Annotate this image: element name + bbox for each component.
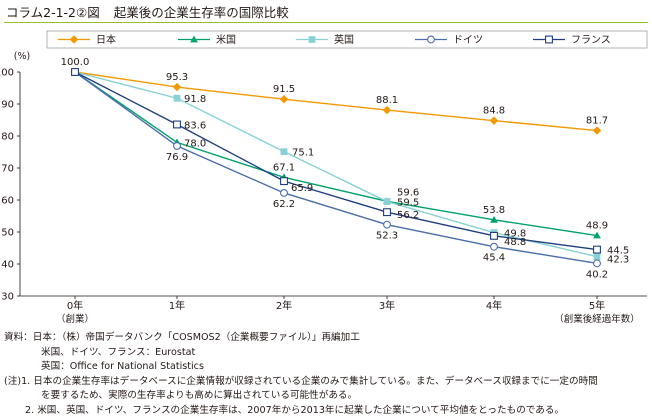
legend-label: フランス — [571, 34, 611, 46]
y-tick-label: 90 — [1, 100, 14, 111]
data-label: 91.8 — [184, 94, 206, 105]
data-label: 53.8 — [483, 205, 505, 216]
figure-title: コラム2-1-2②図 起業後の企業生存率の国際比較 — [6, 2, 289, 21]
data-point — [593, 231, 601, 239]
legend-marker — [308, 36, 316, 43]
data-point — [490, 242, 498, 251]
figure-title-text: 起業後の企業生存率の国際比較 — [113, 5, 289, 20]
data-label: 84.8 — [483, 106, 505, 117]
series-line — [74, 71, 598, 258]
data-label: 83.6 — [184, 120, 206, 131]
x-tick-label: 1年 — [169, 299, 185, 312]
series-line — [74, 71, 598, 132]
figure-number: コラム2-1-2②図 — [6, 5, 100, 20]
data-point — [593, 259, 601, 268]
data-label: 95.3 — [166, 72, 188, 83]
data-point — [280, 177, 288, 186]
data-point — [173, 141, 181, 150]
note-2: 2. 米国、英国、ドイツ、フランスの企業生存率は、2007年から2013年に起業… — [25, 404, 565, 416]
x-tick-label: 5年 — [589, 299, 605, 312]
data-label: 62.2 — [273, 199, 295, 210]
x-tick-label: 0年 — [67, 299, 83, 312]
data-point — [71, 68, 79, 76]
data-label: 67.1 — [273, 162, 295, 173]
data-point — [172, 82, 182, 92]
source-line-2: 米国、ドイツ、フランス：Eurostat — [41, 346, 196, 358]
x-tick-sublabel: （創業後経過年数） — [554, 313, 640, 325]
y-tick-label: 40 — [1, 260, 14, 271]
y-tick-label: 50 — [1, 228, 14, 239]
data-point — [593, 245, 601, 254]
source-line-3: 英国：Office for National Statistics — [41, 361, 204, 373]
data-label: 75.1 — [292, 148, 314, 159]
legend-marker — [545, 35, 553, 44]
data-label: 44.5 — [607, 246, 629, 257]
data-point — [383, 220, 391, 229]
data-label: 49.8 — [504, 229, 526, 240]
data-point — [280, 148, 288, 156]
data-label: 59.5 — [397, 198, 419, 209]
series-line — [74, 71, 598, 251]
data-label: 48.8 — [504, 237, 526, 248]
data-label: 42.3 — [607, 255, 629, 266]
x-tick-label: 2年 — [276, 299, 292, 312]
data-point — [593, 253, 601, 261]
x-tick-sublabel: （創業） — [56, 313, 94, 325]
data-label: 65.9 — [291, 183, 313, 194]
data-label: 100.0 — [61, 57, 90, 68]
data-point — [490, 215, 498, 223]
legend-marker — [190, 35, 198, 43]
x-tick-label: 4年 — [486, 299, 502, 312]
legend-box — [46, 30, 648, 49]
y-tick-label: 100 — [0, 68, 14, 79]
data-label: 76.9 — [166, 152, 188, 163]
data-point — [279, 95, 289, 104]
data-point — [592, 126, 602, 135]
note-1-line-2: を要するため、実際の生存率よりも高めに算出されている可能性がある。 — [41, 390, 358, 402]
y-tick-label: 30 — [1, 292, 14, 303]
data-label: 45.4 — [483, 253, 505, 264]
y-tick-label: 70 — [1, 164, 14, 175]
data-point — [173, 120, 181, 129]
data-label: 91.5 — [273, 84, 295, 95]
data-point — [280, 189, 288, 197]
data-label: 78.0 — [184, 138, 206, 149]
data-label: 40.2 — [586, 269, 608, 280]
data-label: 81.7 — [586, 116, 608, 127]
x-tick-label: 3年 — [379, 299, 395, 312]
y-tick-label: 80 — [1, 132, 14, 143]
data-point — [382, 105, 392, 115]
data-point — [489, 116, 499, 125]
data-label: 48.9 — [586, 221, 608, 232]
data-point — [490, 231, 498, 240]
legend-label: ドイツ — [453, 35, 483, 46]
legend-marker — [427, 35, 435, 44]
data-label: 88.1 — [376, 95, 398, 106]
series-line — [74, 71, 598, 265]
data-point — [383, 208, 391, 217]
title-divider — [4, 22, 648, 23]
data-label: 59.6 — [397, 187, 419, 198]
source-notes: 資料：日本：（株）帝国データバンク「COSMOS2（企業概要ファイル）」再編加工… — [4, 331, 650, 419]
data-point — [173, 94, 181, 102]
note-1-line-1: (注)1. 日本の企業生存率はデータベースに企業情報が収録されている企業のみで集… — [4, 375, 598, 387]
legend-marker — [69, 35, 79, 44]
data-point — [383, 198, 391, 205]
legend-label: 英国 — [334, 33, 354, 46]
series-line — [74, 71, 598, 237]
survival-rate-line-chart: 30 40 50 60 70 80 90 100(%) 0年（創業） 1年 2年 3年 4年 5年（創業後… — [0, 30, 648, 325]
legend-label: 米国 — [216, 33, 236, 46]
y-tick-label: 60 — [1, 196, 14, 207]
source-line-1: 資料：日本：（株）帝国データバンク「COSMOS2（企業概要ファイル）」再編加工 — [4, 332, 360, 343]
y-axis-unit: (%) — [14, 51, 30, 62]
data-label: 52.3 — [376, 231, 398, 242]
data-label: 56.2 — [397, 210, 419, 221]
legend-label: 日本 — [96, 33, 116, 46]
